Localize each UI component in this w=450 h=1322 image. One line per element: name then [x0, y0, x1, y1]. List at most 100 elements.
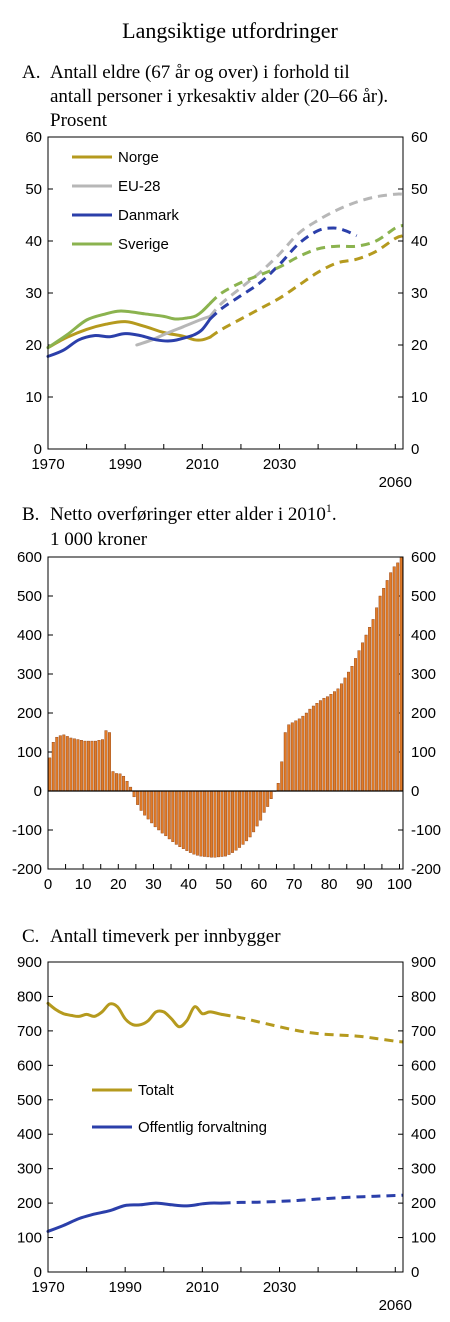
panel-c-ytick-left-label: 100 — [17, 1230, 42, 1247]
panel-c-title: Antall timeverk per innbygger — [50, 926, 281, 947]
bar-age-57 — [248, 790, 252, 838]
panel-b-title-text: Netto overføringer etter alder i 2010 — [50, 504, 326, 525]
bar-age-91 — [368, 627, 372, 792]
bar-age-88 — [357, 650, 361, 792]
bar-age-80 — [329, 694, 333, 792]
bar-age-9 — [79, 740, 83, 792]
panel-c-ytick-left-label: 200 — [17, 1195, 42, 1212]
panel-b-xtick-label: 90 — [356, 876, 373, 893]
panel-b-xtick-label: 30 — [145, 876, 162, 893]
panel-c-line-totalt-historical — [46, 1001, 224, 1029]
panel-a-xtick-label: 1990 — [108, 456, 141, 473]
bar-age-76 — [315, 703, 319, 792]
bar-age-82 — [336, 688, 340, 792]
panel-a-frame — [47, 136, 404, 450]
bar-age-1 — [51, 742, 55, 792]
panel-a-line-norge-projection — [209, 234, 404, 339]
panel-a-xtick-label: 2010 — [186, 456, 219, 473]
bar-age-87 — [354, 658, 358, 792]
panel-b-ytick-left-label: 600 — [17, 549, 42, 566]
panel-a-letter: A. — [22, 62, 40, 83]
panel-c-ytick-right-label: 300 — [411, 1161, 436, 1178]
panel-c-ytick-left-label: 0 — [34, 1264, 42, 1281]
bar-age-21 — [122, 775, 126, 792]
bar-age-4 — [62, 734, 66, 792]
bar-age-14 — [97, 740, 101, 792]
bar-age-5 — [65, 736, 69, 792]
panel-a-xtick-label: 1970 — [31, 456, 64, 473]
figure-title: Langsiktige utfordringer — [122, 18, 338, 43]
panel-a-ytick-right-label: 0 — [411, 441, 419, 458]
bar-age-98 — [392, 566, 396, 792]
panel-b-xtick-label: 70 — [286, 876, 303, 893]
panel-b-frame — [47, 556, 404, 870]
panel-a-ytick-left-label: 20 — [25, 337, 42, 354]
bar-age-67 — [283, 732, 287, 792]
bar-age-90 — [364, 634, 368, 792]
panel-b-xtick-label: 60 — [251, 876, 268, 893]
panel-a-ytick-right-label: 40 — [411, 233, 428, 250]
bar-age-16 — [104, 730, 108, 792]
bar-age-44 — [202, 790, 206, 857]
panel-a-line-eu-28-historical — [135, 314, 212, 347]
panel-b-ytick-right-label: -200 — [411, 861, 441, 878]
panel-c-ytick-right-label: 900 — [411, 954, 436, 971]
bar-age-6 — [69, 737, 73, 792]
panel-c-legend-label-offentlig-forvaltning: Offentlig forvaltning — [138, 1119, 267, 1136]
panel-c-xtick-label: 2060 — [379, 1297, 412, 1314]
bar-age-33 — [164, 790, 168, 837]
panel-a-ytick-right-label: 50 — [411, 181, 428, 198]
bar-age-47 — [213, 790, 217, 858]
panel-a-legend: Norge EU-28 Danmark Sverige — [72, 149, 179, 253]
panel-c-frame — [47, 961, 404, 1273]
panel-b-bars — [48, 556, 403, 858]
panel-c-ytick-right-label: 800 — [411, 988, 436, 1005]
panel-a-line-norge-historical — [46, 320, 212, 350]
bar-age-66 — [280, 761, 284, 792]
bar-age-92 — [371, 619, 375, 792]
panel-c-xtick-label: 2030 — [263, 1279, 296, 1296]
panel-c-legend: Totalt Offentlig forvaltning — [92, 1082, 267, 1136]
panel-a-ytick-right-label: 30 — [411, 285, 428, 302]
panel-c-lines — [46, 1001, 404, 1233]
bar-age-51 — [227, 790, 231, 855]
bar-age-3 — [58, 735, 62, 792]
panel-b-ytick-right-label: 0 — [411, 783, 419, 800]
panel-c-ytick-left-label: 400 — [17, 1126, 42, 1143]
panel-a-xtick-label: 2060 — [379, 474, 412, 491]
bar-age-29 — [150, 790, 154, 824]
bar-age-20 — [118, 773, 122, 792]
panel-a-xtick-label: 2030 — [263, 456, 296, 473]
panel-c-xtick-label: 1970 — [31, 1279, 64, 1296]
panel-c-letter: C. — [22, 926, 39, 947]
panel-b-ytick-left-label: 400 — [17, 627, 42, 644]
bar-age-62 — [266, 790, 270, 807]
panel-b-title-line-2: 1 000 kroner — [50, 529, 148, 550]
bar-age-43 — [199, 790, 203, 857]
panel-c-xtick-label: 1990 — [108, 1279, 141, 1296]
panel-b-ytick-right-label: 400 — [411, 627, 436, 644]
bar-age-95 — [382, 588, 386, 792]
panel-b-xtick-label: 0 — [44, 876, 52, 893]
bar-age-0 — [48, 757, 52, 792]
bar-age-61 — [262, 790, 266, 813]
panel-c-ytick-left-label: 700 — [17, 1023, 42, 1040]
bar-age-84 — [343, 677, 347, 792]
panel-a-ytick-left-label: 0 — [34, 441, 42, 458]
panel-c-ytick-right-label: 400 — [411, 1126, 436, 1143]
bar-age-68 — [287, 724, 291, 792]
bar-age-48 — [216, 790, 220, 858]
panel-b-letter: B. — [22, 504, 39, 525]
bar-age-12 — [90, 740, 94, 792]
bar-age-42 — [195, 790, 199, 856]
bar-age-96 — [385, 580, 389, 792]
panel-c-legend-label-totalt: Totalt — [138, 1082, 175, 1099]
panel-c-ytick-left-label: 300 — [17, 1161, 42, 1178]
panel-a-title-line-1: Antall eldre (67 år og over) i forhold t… — [50, 62, 350, 83]
panel-b-xtick-label: 40 — [180, 876, 197, 893]
panel-c-xtick-label: 2010 — [186, 1279, 219, 1296]
panel-a-ytick-left-label: 30 — [25, 285, 42, 302]
panel-a-line-danmark-projection — [209, 226, 358, 321]
